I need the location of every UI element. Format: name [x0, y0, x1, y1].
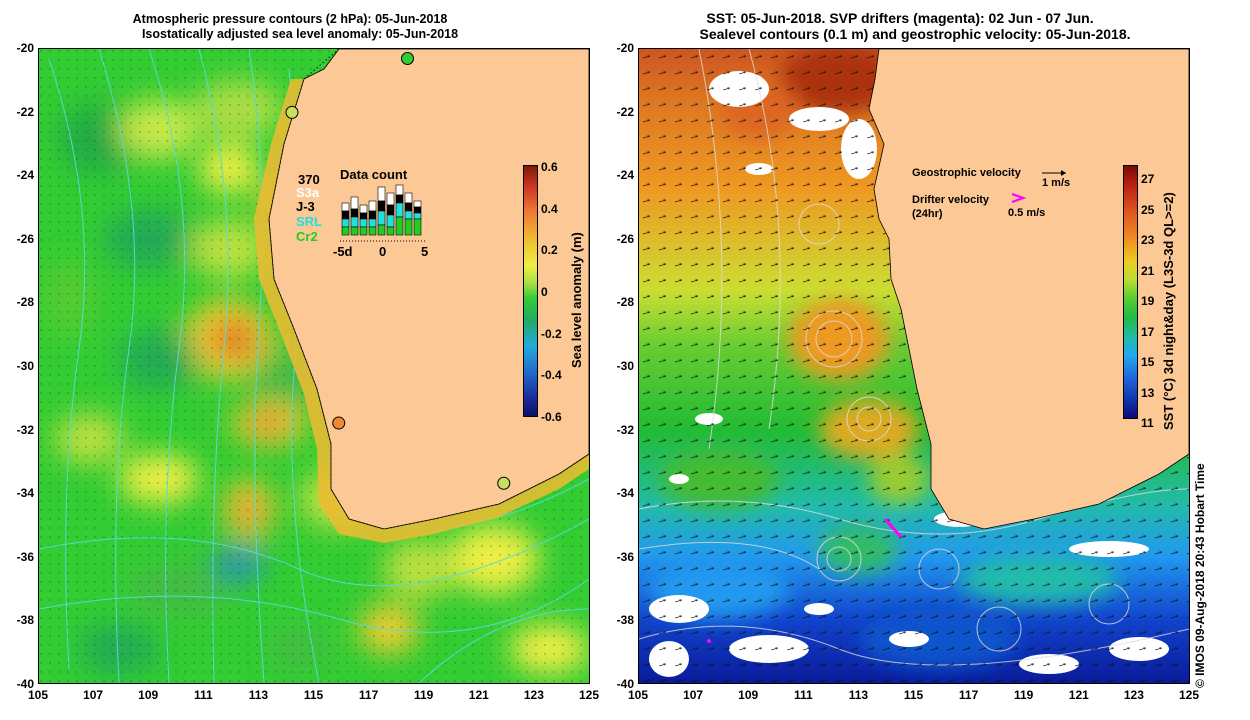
right-lon-tick: 111 [793, 688, 813, 702]
right-title-line1: SST: 05-Jun-2018. SVP drifters (magenta)… [706, 10, 1094, 26]
left-title-line2: Isostatically adjusted sea level anomaly… [141, 27, 459, 41]
left-lon-tick: 123 [523, 688, 544, 702]
tide-gauge-marker[interactable] [497, 476, 511, 490]
right-lat-tick: -38 [616, 613, 634, 628]
left-colorbar-tick: -0.2 [541, 326, 562, 341]
data-count-bars [340, 184, 426, 242]
data-count-total: 370 [298, 172, 320, 187]
right-lat-tick: -26 [616, 231, 634, 246]
tide-gauge-marker[interactable] [401, 52, 414, 66]
right-colorbar-tick: 13 [1141, 385, 1155, 400]
left-lon-tick: 111 [193, 688, 213, 702]
left-colorbar-tick: -0.4 [541, 368, 562, 383]
right-lat-tick: -28 [616, 295, 634, 310]
tide-gauge-marker[interactable] [332, 416, 346, 430]
right-lon-tick: 121 [1068, 688, 1089, 702]
right-lon-tick: 119 [1014, 688, 1034, 702]
left-lon-tick: 109 [138, 688, 159, 702]
right-colorbar-tick: 21 [1141, 263, 1155, 278]
left-lat-tick: -36 [16, 549, 34, 564]
left-lon-tick: 121 [468, 688, 489, 702]
left-lon-tick: 119 [414, 688, 434, 702]
data-count-source-srl: SRL [296, 214, 322, 229]
right-lon-tick: 109 [738, 688, 759, 702]
data-count-source-s3a: S3a [296, 185, 320, 200]
left-lat-tick: -30 [16, 359, 34, 373]
left-lat-tick: -24 [16, 168, 34, 183]
drifter-velocity-scale: 0.5 m/s [1008, 207, 1046, 219]
right-lon-tick: 117 [958, 688, 979, 702]
right-colorbar-tick: 27 [1141, 172, 1155, 186]
left-lon-tick: 125 [578, 688, 600, 702]
right-colorbar-tick: 17 [1141, 324, 1155, 339]
right-title-line2: Sealevel contours (0.1 m) and geostrophi… [699, 26, 1131, 42]
right-colorbar-tick: 11 [1141, 416, 1154, 430]
left-colorbar-tick: 0.6 [541, 160, 558, 174]
right-colorbar-tick: 25 [1141, 202, 1155, 217]
drifter-velocity-period: (24hr) [912, 208, 943, 220]
right-colorbar-tick: 23 [1141, 233, 1155, 247]
geostrophic-velocity-arrow [1042, 170, 1066, 176]
tide-gauge-marker[interactable] [285, 105, 299, 119]
left-lat-tick: -40 [16, 677, 34, 691]
drifter-velocity-label: Drifter velocity [912, 194, 990, 206]
drifter-velocity-arrow [1011, 192, 1026, 204]
left-lat-tick: -32 [16, 422, 34, 437]
right-lon-tick: 113 [848, 688, 869, 702]
geostrophic-velocity-scale: 1 m/s [1042, 177, 1071, 189]
left-lon-tick: 117 [358, 688, 379, 702]
left-colorbar-tick: 0.4 [541, 201, 558, 216]
right-lon-tick: 115 [903, 688, 924, 702]
right-lat-tick: -30 [616, 359, 634, 373]
data-count-xtick-neg5: -5d [333, 244, 353, 259]
data-count-source-cr2: Cr2 [296, 229, 318, 244]
left-lon-tick: 115 [303, 688, 324, 702]
right-lat-tick: -32 [616, 422, 634, 437]
left-lat-tick: -22 [16, 104, 34, 119]
right-lat-tick: -34 [616, 486, 634, 501]
sea-level-anomaly-map[interactable] [38, 48, 590, 684]
left-lat-tick: -26 [16, 231, 34, 246]
left-colorbar-tick: 0.2 [541, 243, 558, 258]
left-lat-tick: -20 [16, 41, 34, 55]
data-count-xtick-5: 5 [421, 244, 429, 259]
right-lat-tick: -36 [616, 549, 634, 564]
left-colorbar-tick: -0.6 [541, 410, 562, 424]
sst-colorbar-title: SST (°C) 3d night&day (L3S-3d QL>=2) [1161, 192, 1176, 430]
left-lon-tick: 107 [83, 688, 104, 702]
right-lon-tick: 107 [683, 688, 704, 702]
geostrophic-velocity-label: Geostrophic velocity [912, 167, 1021, 179]
left-lon-tick: 105 [27, 688, 49, 702]
left-lat-tick: -34 [16, 486, 34, 501]
data-count-xtick-0: 0 [379, 244, 387, 259]
left-lat-tick: -38 [16, 613, 34, 628]
left-title-line1: Atmospheric pressure contours (2 hPa): 0… [132, 12, 448, 26]
right-colorbar-tick: 15 [1141, 355, 1155, 369]
imos-credit: © IMOS 09-Aug-2018 20:43 Hobart Time [1193, 463, 1207, 688]
data-count-source-j3: J-3 [296, 199, 315, 214]
right-lon-tick: 105 [627, 688, 649, 702]
sst-colorbar [1123, 165, 1138, 419]
data-count-title: Data count [340, 167, 408, 182]
left-lat-tick: -28 [16, 295, 34, 310]
right-lat-tick: -20 [616, 41, 634, 55]
right-lon-tick: 123 [1123, 688, 1144, 702]
right-lat-tick: -22 [616, 104, 634, 119]
sea-level-colorbar [523, 165, 538, 417]
right-colorbar-tick: 19 [1141, 294, 1155, 308]
sea-level-colorbar-title: Sea level anomaly (m) [569, 232, 584, 368]
right-lat-tick: -24 [616, 168, 634, 183]
left-colorbar-tick: 0 [541, 285, 548, 299]
sst-map[interactable] [638, 48, 1190, 684]
right-lon-tick: 125 [1178, 688, 1200, 702]
left-lon-tick: 113 [248, 688, 269, 702]
right-lat-tick: -40 [616, 677, 634, 691]
